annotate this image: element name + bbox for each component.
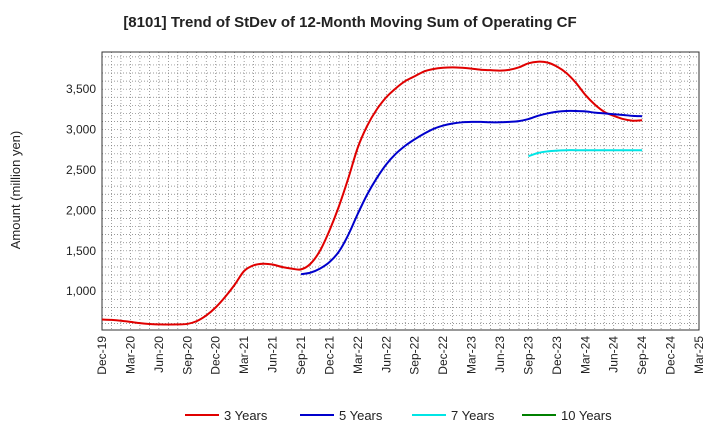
x-tick-label: Mar-23 (465, 336, 479, 374)
x-tick-label: Dec-24 (664, 336, 678, 375)
y-tick-label: 3,500 (66, 82, 96, 96)
x-tick-label: Dec-21 (322, 336, 336, 375)
plot-area (101, 51, 700, 331)
x-tick-label: Jun-24 (607, 336, 621, 373)
legend-label: 7 Years (451, 408, 495, 423)
x-tick-label: Sep-23 (521, 336, 535, 375)
x-tick-label: Jun-22 (379, 336, 393, 373)
series-line-7-years (528, 149, 643, 158)
x-tick-label: Dec-22 (436, 336, 450, 375)
legend: 3 Years 5 Years 7 Years 10 Years (185, 408, 612, 423)
x-tick-labels: Dec-19 Mar-20 Jun-20 Sep-20 Dec-20 Mar-21 Jun-… (95, 336, 706, 375)
x-tick-label: Mar-25 (692, 336, 706, 374)
x-tick-label: Sep-21 (294, 336, 308, 375)
y-tick-labels: 1,000 1,500 2,000 2,500 3,000 3,500 (66, 82, 96, 298)
x-tick-label: Sep-24 (635, 336, 649, 375)
x-tick-label: Mar-20 (123, 336, 137, 374)
legend-label: 3 Years (224, 408, 268, 423)
x-tick-label: Jun-21 (266, 336, 280, 373)
x-tick-label: Sep-22 (408, 336, 422, 375)
x-tick-label: Mar-24 (578, 336, 592, 374)
series-lines (101, 60, 643, 326)
y-tick-label: 2,500 (66, 163, 96, 177)
y-tick-label: 1,500 (66, 244, 96, 258)
x-tick-label: Mar-21 (237, 336, 251, 374)
x-tick-label: Dec-19 (95, 336, 109, 375)
y-tick-label: 3,000 (66, 123, 96, 137)
x-tick-label: Jun-23 (493, 336, 507, 373)
y-tick-label: 2,000 (66, 203, 96, 217)
x-tick-label: Dec-20 (209, 336, 223, 375)
x-tick-label: Sep-20 (180, 336, 194, 375)
x-tick-label: Jun-20 (152, 336, 166, 373)
grid (102, 52, 699, 330)
y-axis-label: Amount (million yen) (8, 131, 23, 250)
y-tick-label: 1,000 (66, 284, 96, 298)
series-line-5-years (300, 109, 643, 276)
chart-title: [8101] Trend of StDev of 12-Month Moving… (123, 14, 576, 31)
legend-label: 10 Years (561, 408, 612, 423)
x-tick-label: Dec-23 (550, 336, 564, 375)
x-tick-label: Mar-22 (351, 336, 365, 374)
legend-label: 5 Years (339, 408, 383, 423)
series-line-3-years (101, 60, 643, 326)
